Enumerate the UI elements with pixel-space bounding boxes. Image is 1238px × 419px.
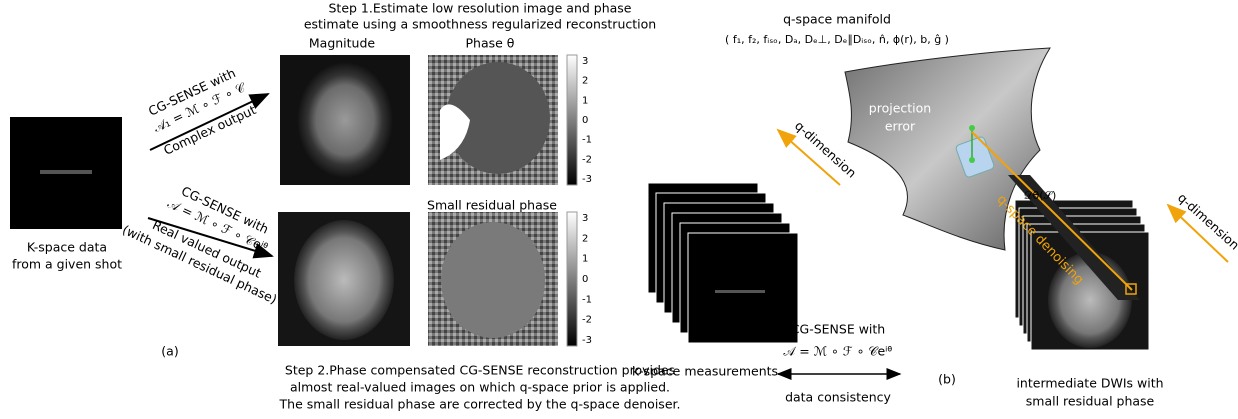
projection-point [969, 125, 975, 131]
operator-text: 𝒜 = ℳ ∘ ℱ ∘ 𝒞eⁱᶿ [783, 344, 892, 359]
dwi-label: small residual phase [1026, 394, 1155, 409]
kspace-center [40, 170, 92, 174]
colorbar-tick-label: 0 [582, 274, 588, 285]
colorbar-tick-label: 0 [582, 115, 588, 126]
colorbar-tick-label: 2 [582, 76, 588, 87]
colorbar-tick-label: 3 [582, 56, 588, 67]
panel-label: (a) [161, 344, 178, 359]
colorbar-tick-label: -2 [582, 154, 592, 165]
projection-point [969, 157, 975, 163]
phase-title: Phase θ [466, 36, 515, 51]
residual-region [441, 222, 545, 338]
step1-line: Step 1.Estimate low resolution image and… [328, 1, 631, 16]
panel-label: (b) [938, 372, 956, 387]
denoiser-symbol: 𝒟θ(𝒮) [1024, 189, 1057, 202]
dwi-label: intermediate DWIs with [1016, 376, 1163, 391]
projection-error: error [885, 119, 916, 134]
colorbar-tick-label: 1 [582, 95, 588, 106]
manifold-params: ( f₁, f₂, fᵢₛₒ, Dₐ, Dₑ⊥, Dₑ∥Dᵢₛₒ, n̂, ϕ(… [725, 33, 949, 46]
colorbar [567, 55, 577, 185]
residual-title: Small residual phase [427, 198, 557, 213]
colorbar [567, 212, 577, 346]
input-label: K-space data [27, 240, 107, 255]
manifold-title: q-space manifold [783, 12, 891, 27]
data-consistency: data consistency [785, 390, 891, 405]
operator-text: CG-SENSE with [791, 322, 885, 337]
step2-line: The small residual phase are corrected b… [279, 397, 681, 412]
real-brain [294, 220, 394, 340]
kspace-label: k-space measurements [632, 364, 778, 379]
step2-line: almost real-valued images on which q-spa… [290, 380, 670, 395]
colorbar-tick-label: -1 [582, 294, 592, 305]
colorbar-tick-label: -1 [582, 135, 592, 146]
kspace-center [715, 290, 765, 293]
input-label: from a given shot [12, 257, 122, 272]
step1-line: estimate using a smoothness regularized … [304, 17, 656, 32]
colorbar-tick-label: 3 [582, 213, 588, 224]
projection-error: projection [869, 101, 931, 116]
colorbar-tick-label: -2 [582, 315, 592, 326]
step2-line: Step 2.Phase compensated CG-SENSE recons… [285, 363, 675, 378]
colorbar-tick-label: 1 [582, 254, 588, 265]
kspace-slice [688, 233, 798, 343]
magnitude-brain [297, 62, 393, 178]
colorbar-tick-label: -3 [582, 335, 592, 346]
figure: Step 1.Estimate low resolution image and… [0, 0, 1238, 419]
kspace-stack [648, 183, 798, 343]
magnitude-title: Magnitude [309, 36, 376, 51]
colorbar-tick-label: 2 [582, 233, 588, 244]
colorbar-tick-label: -3 [582, 174, 592, 185]
